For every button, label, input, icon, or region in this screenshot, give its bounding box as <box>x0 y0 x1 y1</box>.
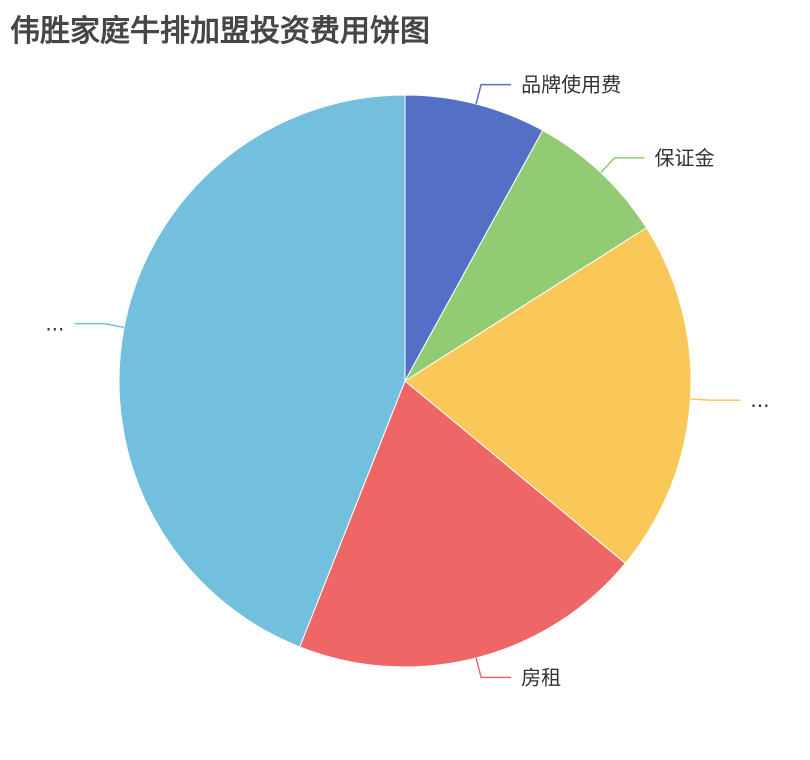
slice-label: ... <box>45 312 64 336</box>
pie-slice[interactable] <box>404 129 648 382</box>
slice-label: 保证金 <box>654 146 714 170</box>
pie-slice[interactable] <box>118 94 406 648</box>
pie-slice[interactable] <box>404 94 544 382</box>
chart-title: 伟胜家庭牛排加盟投资费用饼图 <box>10 14 430 49</box>
pie-slice[interactable] <box>404 227 692 565</box>
label-line <box>74 322 125 329</box>
label-line <box>475 657 512 679</box>
slice-label: 品牌使用费 <box>521 73 621 97</box>
label-line <box>475 83 512 105</box>
label-line <box>600 157 645 174</box>
label-line <box>690 398 741 401</box>
slice-label: ... <box>750 388 769 412</box>
slice-label: 房租 <box>521 665 561 689</box>
